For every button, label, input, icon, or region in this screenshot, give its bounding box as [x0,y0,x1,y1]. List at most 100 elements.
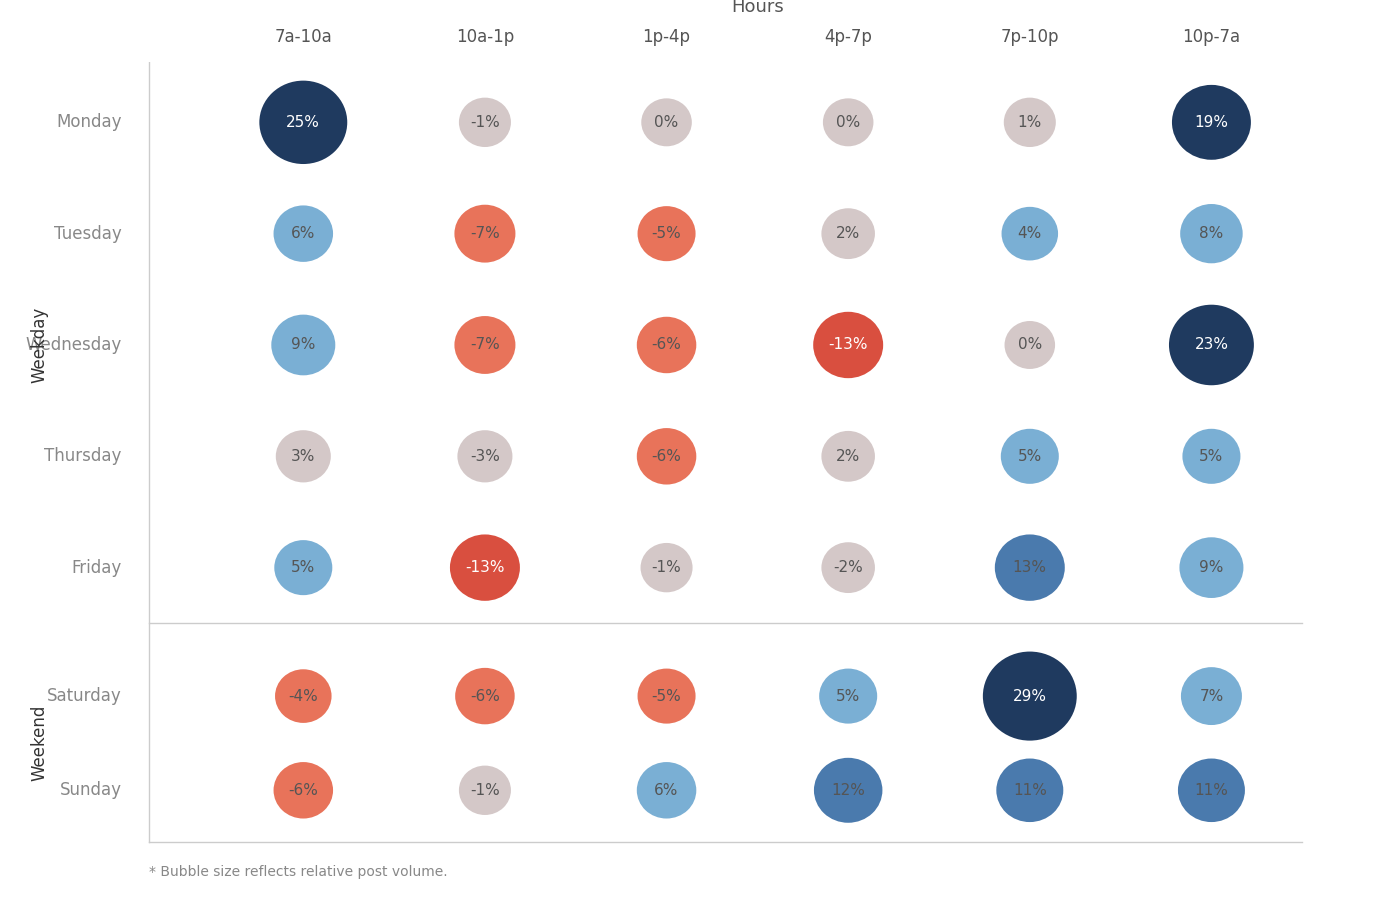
Ellipse shape [1177,759,1245,822]
Ellipse shape [637,206,696,261]
Text: 9%: 9% [291,338,315,353]
Ellipse shape [637,669,696,724]
Ellipse shape [983,652,1077,741]
Ellipse shape [637,762,696,818]
Text: -6%: -6% [651,449,682,464]
Ellipse shape [1182,667,1242,725]
Text: -6%: -6% [470,688,500,704]
Text: 13%: 13% [1012,560,1047,575]
Text: Weekend: Weekend [31,705,49,781]
Text: 0%: 0% [654,115,679,130]
Text: Wednesday: Wednesday [25,336,122,354]
Text: -1%: -1% [651,560,682,575]
Text: 19%: 19% [1194,115,1228,130]
Ellipse shape [637,428,696,484]
Ellipse shape [997,759,1063,822]
Ellipse shape [455,204,515,263]
Ellipse shape [823,98,874,147]
Text: -5%: -5% [651,688,682,704]
Text: 5%: 5% [291,560,315,575]
Text: 11%: 11% [1012,783,1047,797]
Text: 1%: 1% [1018,115,1042,130]
Ellipse shape [1169,305,1254,385]
Text: -1%: -1% [470,115,500,130]
Text: * Bubble size reflects relative post volume.: * Bubble size reflects relative post vol… [148,865,448,878]
Text: 7a-10a: 7a-10a [274,28,332,46]
Text: -6%: -6% [288,783,318,797]
Ellipse shape [273,205,333,262]
Text: -13%: -13% [465,560,504,575]
Text: 5%: 5% [1018,449,1042,464]
Ellipse shape [1180,204,1243,264]
Ellipse shape [455,316,515,374]
Ellipse shape [813,311,883,378]
Ellipse shape [822,431,875,482]
Ellipse shape [995,535,1065,601]
Ellipse shape [1183,428,1240,484]
Ellipse shape [272,315,336,375]
Ellipse shape [1001,428,1058,484]
Text: 11%: 11% [1194,783,1228,797]
Text: 1p-4p: 1p-4p [643,28,690,46]
Ellipse shape [274,540,332,595]
Ellipse shape [1004,97,1056,147]
Text: Tuesday: Tuesday [55,225,122,243]
Text: Thursday: Thursday [45,447,122,465]
Text: 7p-10p: 7p-10p [1001,28,1058,46]
Text: -7%: -7% [470,226,500,241]
Ellipse shape [458,430,512,482]
Text: 2%: 2% [836,226,861,241]
Text: -7%: -7% [470,338,500,353]
Text: 6%: 6% [654,783,679,797]
Ellipse shape [641,98,692,147]
Text: 7%: 7% [1200,688,1224,704]
Text: 5%: 5% [836,688,861,704]
Ellipse shape [641,543,693,592]
Ellipse shape [1001,207,1058,260]
Text: Hours: Hours [731,0,784,15]
Text: 4%: 4% [1018,226,1042,241]
Text: 12%: 12% [832,783,865,797]
Text: 3%: 3% [291,449,315,464]
Ellipse shape [259,81,347,164]
Text: 6%: 6% [291,226,315,241]
Text: -5%: -5% [651,226,682,241]
Text: 10p-7a: 10p-7a [1183,28,1240,46]
Text: Sunday: Sunday [60,781,122,799]
Text: Friday: Friday [71,559,122,577]
Text: -1%: -1% [470,783,500,797]
Text: -3%: -3% [470,449,500,464]
Text: 9%: 9% [1200,560,1224,575]
Ellipse shape [637,317,696,373]
Ellipse shape [276,430,330,482]
Text: 5%: 5% [1200,449,1224,464]
Ellipse shape [813,758,882,823]
Ellipse shape [822,542,875,593]
Ellipse shape [1005,321,1056,369]
Text: Saturday: Saturday [48,687,122,705]
Ellipse shape [459,766,511,815]
Text: 8%: 8% [1200,226,1224,241]
Ellipse shape [455,668,515,724]
Text: 2%: 2% [836,449,861,464]
Text: Weekday: Weekday [31,307,49,383]
Ellipse shape [273,762,333,818]
Text: 4p-7p: 4p-7p [825,28,872,46]
Text: 0%: 0% [1018,338,1042,353]
Text: 10a-1p: 10a-1p [456,28,514,46]
Ellipse shape [274,670,332,723]
Text: -4%: -4% [288,688,318,704]
Ellipse shape [822,208,875,259]
Text: -6%: -6% [651,338,682,353]
Ellipse shape [1179,537,1243,598]
Text: 0%: 0% [836,115,861,130]
Text: 25%: 25% [287,115,321,130]
Ellipse shape [819,669,878,724]
Ellipse shape [1172,85,1252,160]
Ellipse shape [459,97,511,147]
Text: 29%: 29% [1012,688,1047,704]
Ellipse shape [449,535,519,601]
Text: -13%: -13% [829,338,868,353]
Text: Monday: Monday [56,113,122,131]
Text: 23%: 23% [1194,338,1228,353]
